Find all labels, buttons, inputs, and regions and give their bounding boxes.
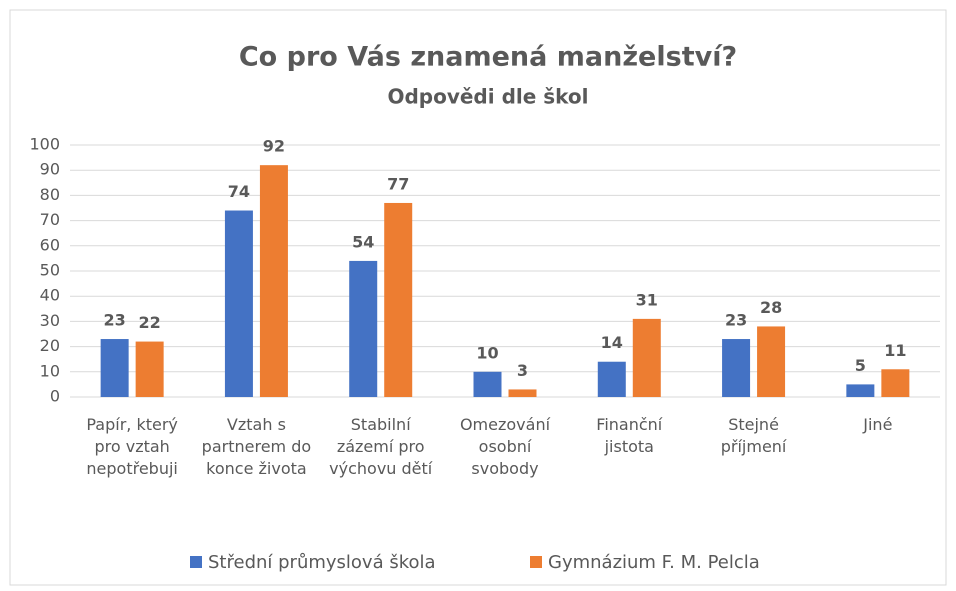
data-label: 23 (725, 311, 747, 330)
data-label: 5 (855, 356, 866, 375)
data-label: 74 (228, 182, 250, 201)
data-label: 10 (476, 343, 498, 362)
y-tick-label: 20 (40, 336, 60, 355)
y-tick-label: 0 (50, 387, 60, 406)
bar (508, 389, 537, 397)
x-tick-label: Papír, který pro vztah nepotřebuji (86, 415, 178, 478)
y-tick-label: 70 (40, 210, 60, 229)
data-label: 54 (352, 232, 374, 251)
data-label: 31 (636, 290, 658, 309)
data-label: 11 (884, 341, 906, 360)
y-tick-label: 10 (40, 361, 60, 380)
data-label: 77 (387, 174, 409, 193)
y-tick-label: 40 (40, 286, 60, 305)
legend-swatch (190, 556, 202, 568)
bar (384, 202, 413, 397)
y-tick-label: 100 (29, 135, 60, 154)
data-label: 14 (601, 333, 623, 352)
bar (846, 384, 875, 397)
data-label: 3 (517, 361, 528, 380)
bar (597, 361, 626, 397)
data-label: 92 (263, 137, 285, 156)
data-label: 28 (760, 298, 782, 317)
bar (259, 165, 288, 397)
x-tick-label: Vztah s partnerem do konce života (201, 415, 312, 478)
chart-title: Co pro Vás znamená manželství? (239, 42, 737, 73)
bar (722, 339, 751, 397)
bar (135, 341, 164, 397)
legend-swatch (530, 556, 542, 568)
data-label: 23 (104, 311, 126, 330)
bar (473, 371, 502, 397)
x-tick-label: Omezování osobní svobody (459, 415, 551, 478)
bar (632, 318, 661, 397)
legend-label: Střední průmyslová škola (208, 552, 436, 573)
chart-frame (9, 9, 947, 586)
bar (349, 260, 378, 397)
bar (757, 326, 786, 397)
y-tick-label: 30 (40, 311, 60, 330)
chart-subtitle: Odpovědi dle škol (387, 85, 588, 109)
x-tick-label: Stabilní zázemí pro výchovu dětí (329, 415, 433, 478)
data-label: 22 (139, 313, 161, 332)
y-tick-label: 90 (40, 160, 60, 179)
x-tick-label: Finanční jistota (596, 415, 663, 456)
y-tick-label: 50 (40, 261, 60, 280)
legend-label: Gymnázium F. M. Pelcla (548, 552, 760, 573)
y-tick-label: 80 (40, 185, 60, 204)
bar (881, 369, 910, 397)
x-tick-label: Stejné příjmení (720, 415, 787, 456)
bar (100, 339, 129, 397)
x-tick-label: Jiné (863, 415, 893, 434)
y-tick-label: 60 (40, 235, 60, 254)
bar (224, 210, 253, 397)
